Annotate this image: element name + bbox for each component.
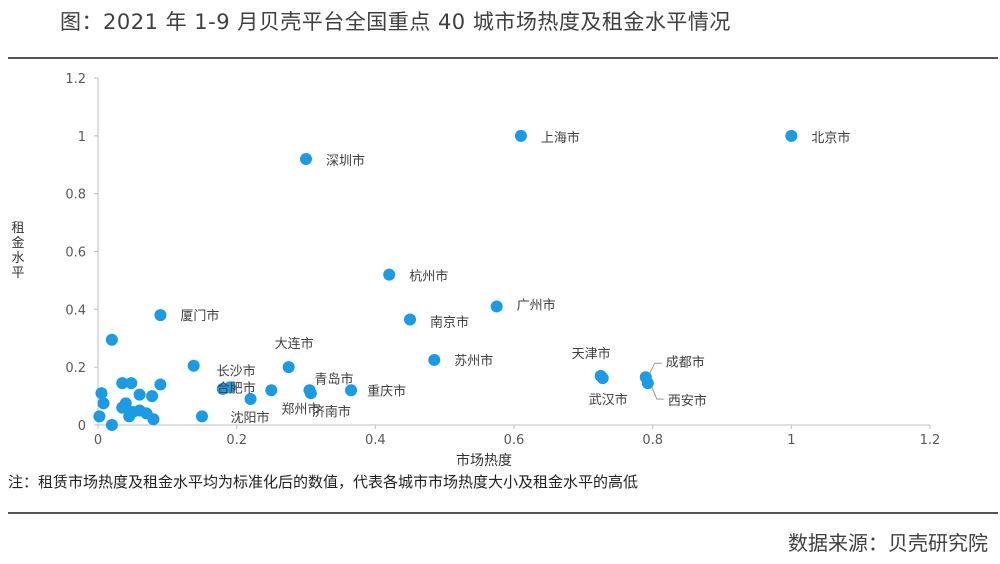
- scatter-chart: 0 0.2 0.4 0.6 0.8 1 1.2 0 0.2 0.4 0.6 0.8 1 1.2 市场热度 租金…: [11, 72, 940, 469]
- footnote: 注：租赁市场热度及租金水平均为标准化后的数值，代表各城市市场热度大小及租金水平的…: [8, 473, 639, 491]
- y-tick-label: 1.2: [65, 72, 86, 87]
- chart-title: 图：2021 年 1-9 月贝壳平台全国重点 40 城市场热度及租金水平情况: [60, 10, 731, 34]
- data-point: [300, 152, 312, 165]
- data-point: [282, 361, 295, 374]
- y-tick-label: 0: [78, 419, 86, 434]
- data-point: [123, 410, 136, 423]
- data-point: [641, 377, 654, 390]
- point-label: 合肥市: [217, 380, 256, 396]
- y-tick-label: 0.4: [65, 303, 86, 318]
- leader-lines: [649, 362, 664, 400]
- data-point: [97, 397, 110, 410]
- data-point: [345, 384, 358, 397]
- y-tick-label: 0.6: [65, 246, 86, 261]
- data-point: [785, 129, 798, 142]
- y-tick-label: 0.8: [65, 188, 86, 203]
- point-label: 重庆市: [367, 383, 406, 399]
- point-label: 广州市: [517, 297, 556, 313]
- point-label: 成都市: [666, 354, 705, 370]
- data-point: [133, 388, 146, 401]
- data-point: [244, 392, 257, 405]
- x-tick-label: 1.2: [920, 433, 941, 448]
- top-divider: [8, 57, 998, 59]
- bottom-divider: [8, 512, 998, 514]
- data-point: [383, 268, 396, 281]
- data-source: 数据来源：贝壳研究院: [788, 531, 988, 555]
- data-point: [116, 377, 129, 390]
- point-label: 大连市: [275, 336, 314, 352]
- data-point: [514, 129, 527, 142]
- y-axis-title: 租金水平: [11, 221, 24, 281]
- point-label: 天津市: [572, 346, 611, 362]
- point-label: 沈阳市: [231, 410, 270, 426]
- point-label: 长沙市: [217, 364, 256, 380]
- leader-line: [649, 362, 662, 374]
- data-point: [146, 390, 159, 403]
- axes: 0 0.2 0.4 0.6 0.8 1 1.2 0 0.2 0.4 0.6 0.8 1 1.2 市场热度 租金…: [11, 72, 940, 469]
- x-tick-label: 0.4: [365, 433, 386, 448]
- x-tick-label: 0.2: [226, 433, 247, 448]
- data-point: [125, 377, 138, 390]
- data-point: [187, 359, 200, 372]
- point-label: 杭州市: [409, 269, 448, 285]
- x-tick-label: 1: [787, 433, 795, 448]
- x-tick-label: 0.8: [642, 433, 663, 448]
- data-point: [216, 382, 229, 395]
- point-label: 青岛市: [314, 371, 353, 387]
- leader-line: [651, 386, 664, 400]
- data-point: [116, 401, 129, 414]
- data-point: [154, 309, 167, 322]
- point-label: 上海市: [541, 130, 580, 146]
- point-label: 郑州市: [281, 401, 320, 417]
- data-point: [154, 378, 167, 391]
- data-point: [265, 384, 278, 397]
- data-point: [490, 300, 503, 313]
- data-point: [95, 387, 108, 400]
- point-label: 深圳市: [326, 153, 365, 169]
- point-label: 厦门市: [180, 308, 219, 324]
- data-point: [147, 413, 160, 426]
- data-point: [596, 372, 609, 385]
- point-label: 苏州市: [454, 353, 493, 369]
- x-axis-title: 市场热度: [456, 452, 512, 469]
- y-tick-label: 1: [78, 130, 86, 145]
- point-label: 北京市: [811, 130, 850, 146]
- point-label: 济南市: [312, 404, 351, 420]
- data-point: [304, 387, 317, 400]
- data-point: [428, 353, 441, 366]
- y-tick-label: 0.2: [65, 361, 86, 376]
- point-label: 南京市: [430, 314, 469, 330]
- data-point: [196, 410, 208, 423]
- point-label: 武汉市: [589, 392, 628, 408]
- data-point: [404, 313, 416, 326]
- x-tick-label: 0: [94, 433, 102, 448]
- x-tick-label: 0.6: [504, 433, 525, 448]
- data-point: [105, 333, 118, 346]
- point-label: 西安市: [668, 393, 707, 409]
- data-point: [105, 419, 118, 431]
- data-point: [93, 410, 106, 423]
- data-points: [93, 129, 798, 431]
